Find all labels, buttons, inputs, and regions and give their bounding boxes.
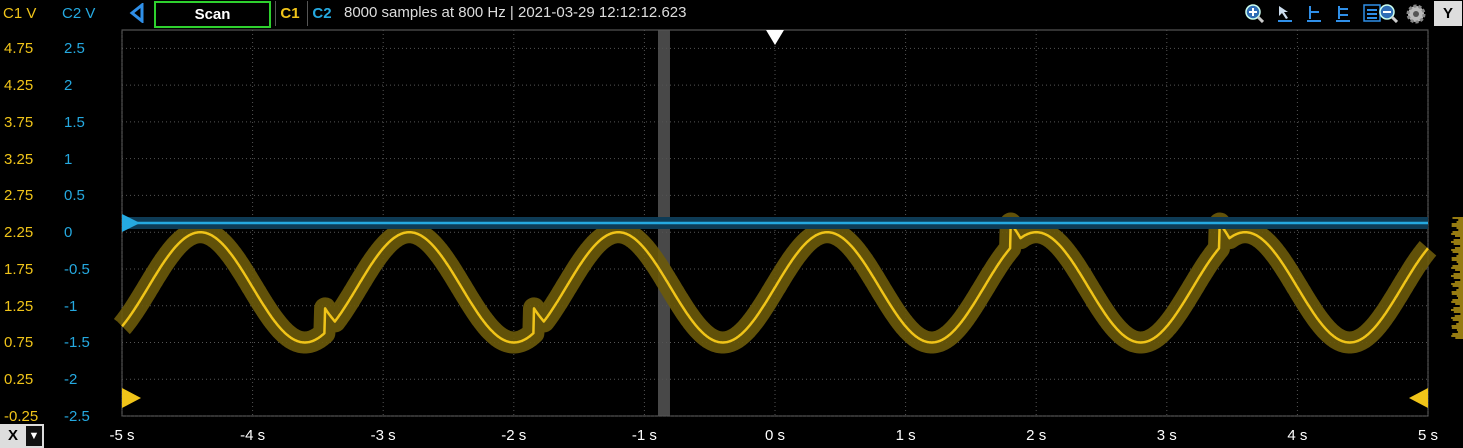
x-tick-label: -2 s: [501, 427, 527, 444]
x-tick-label: -5 s: [109, 427, 135, 444]
c1-tick-label: 2.25: [4, 224, 34, 242]
c1-tick-label: 1.25: [4, 297, 34, 315]
zoom-in-icon[interactable]: [1244, 3, 1264, 23]
x-tick-label: 4 s: [1287, 427, 1308, 444]
c2-units-label: C2 V: [62, 5, 96, 22]
marker-range-icon[interactable]: [1333, 3, 1353, 23]
x-tick-label: 5 s: [1417, 427, 1439, 444]
c1-offset-marker: [122, 388, 141, 408]
c2-offset-marker: [122, 214, 140, 232]
toolbar: C1 V C2 V Scan C1 C2 8000 samples at 800…: [0, 0, 1463, 28]
c1-right-marker: [1409, 388, 1428, 408]
c2-tick-label: -2.5: [64, 408, 90, 425]
cursor-arrow-icon[interactable]: [1275, 3, 1295, 23]
x-axis-button-label: X: [8, 427, 19, 444]
x-axis-button[interactable]: X ▼: [0, 424, 44, 448]
status-text: 8000 samples at 800 Hz | 2021-03-29 12:1…: [344, 4, 687, 21]
c2-tick-label: 2: [64, 77, 73, 95]
c1-tick-label: 1.75: [4, 260, 34, 278]
x-tick-label: 0 s: [764, 427, 786, 444]
c1-button[interactable]: C1: [275, 1, 304, 26]
c1-units-label: C1 V: [3, 5, 37, 22]
x-tick-label: -3 s: [370, 427, 396, 444]
zoom-out-icon[interactable]: [1378, 3, 1398, 23]
c2-tick-label: -0.5: [64, 260, 90, 278]
c2-tick-label: 0.5: [64, 187, 85, 205]
c2-tick-label: 1: [64, 150, 73, 168]
settings-gear-icon[interactable]: [1405, 3, 1426, 24]
c2-tick-label: 1.5: [64, 113, 85, 131]
x-tick-label: 2 s: [1026, 427, 1047, 444]
x-tick-label: 1 s: [895, 427, 916, 444]
c1-tick-label: 4.75: [4, 40, 34, 58]
scan-mode-button[interactable]: Scan: [154, 1, 271, 28]
chevron-down-icon: ▼: [26, 426, 42, 446]
x-tick-label: -1 s: [631, 427, 657, 444]
c1-tick-label: 0.25: [4, 371, 34, 389]
c2-button[interactable]: C2: [307, 1, 336, 26]
c1-tick-label: 0.75: [4, 334, 34, 352]
y-axis-button[interactable]: Y: [1434, 1, 1462, 26]
c1-tick-label: 2.75: [4, 187, 34, 205]
c2-tick-label: -1.5: [64, 334, 90, 352]
x-tick-label: 3 s: [1156, 427, 1177, 444]
c1-tick-label: -0.25: [4, 408, 39, 425]
c2-tick-label: -1: [64, 297, 78, 315]
c1-tick-label: 3.25: [4, 150, 34, 168]
c2-tick-label: -2: [64, 371, 78, 389]
c2-tick-label: 0: [64, 224, 73, 242]
trigger-marker: [766, 30, 784, 45]
c1-trace: [121, 222, 1429, 344]
x-tick-label: -4 s: [240, 427, 266, 444]
c1-tick-label: 3.75: [4, 113, 34, 131]
c2-tick-label: 2.5: [64, 40, 85, 58]
c1-tick-label: 4.25: [4, 77, 34, 95]
back-arrow-icon[interactable]: [128, 3, 148, 23]
marker-icon[interactable]: [1304, 3, 1324, 23]
